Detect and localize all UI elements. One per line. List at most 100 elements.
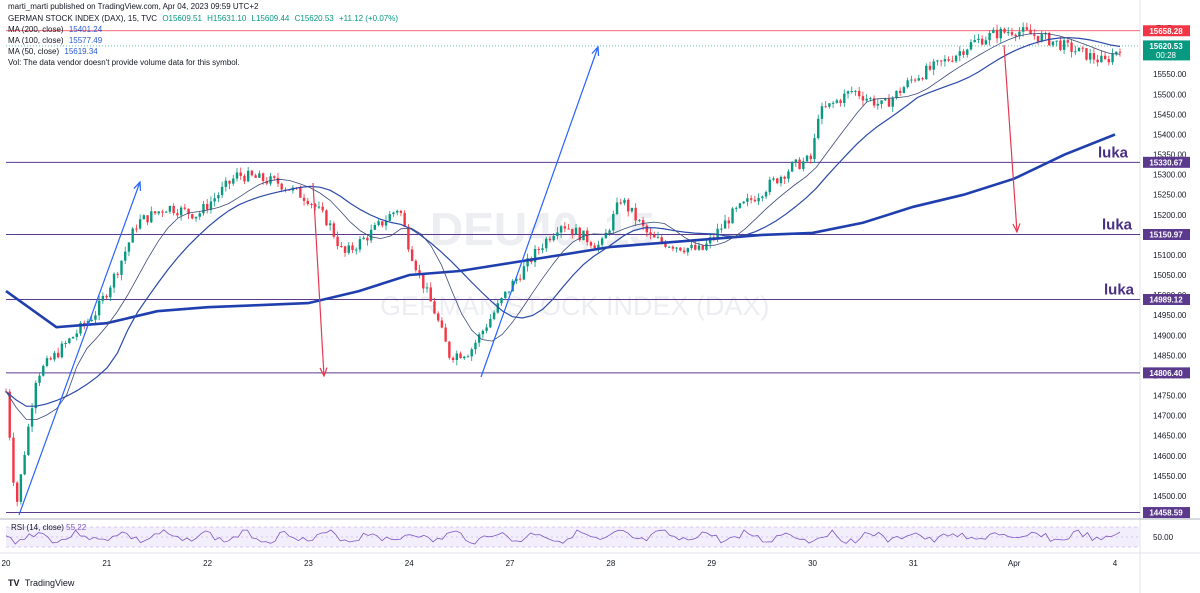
candle-body: [120, 260, 123, 275]
candle-body: [589, 242, 593, 246]
candle-body: [1021, 27, 1025, 32]
price-badge[interactable]: [1143, 25, 1190, 37]
candle-body: [235, 172, 239, 179]
candle-body: [522, 266, 526, 280]
candle-body: [1055, 40, 1058, 42]
rsi-legend[interactable]: RSI (14, close) 55.22: [11, 523, 86, 532]
rsi-label: RSI (14, close): [11, 523, 64, 532]
ma100-legend[interactable]: MA (100, close) 15577.49: [8, 36, 105, 46]
published-text: marti_marti published on TradingView.com…: [8, 2, 259, 11]
candle-body: [656, 237, 660, 239]
price-badge[interactable]: [1143, 367, 1190, 379]
ma200-legend[interactable]: MA (200, close) 15401.24: [8, 25, 105, 35]
rsi-line[interactable]: [5, 529, 1121, 545]
candle-body: [664, 242, 667, 247]
candle-body: [1059, 40, 1062, 50]
candle-body: [667, 246, 671, 248]
ma100-value: 15577.49: [68, 36, 103, 45]
candle-body: [198, 213, 201, 217]
y-tick-label: 15400.00: [1153, 130, 1187, 139]
candle-body: [373, 224, 377, 230]
candle-body: [53, 352, 56, 360]
x-tick-label: 22: [203, 559, 212, 568]
trend-arrow-down[interactable]: [312, 182, 325, 377]
candle-body: [265, 180, 269, 184]
candle-body: [1077, 47, 1081, 52]
ma50-legend[interactable]: MA (50, close) 15619.34: [8, 47, 101, 57]
candle-body: [396, 210, 399, 213]
candle-body: [217, 195, 220, 199]
candle-body: [306, 200, 309, 205]
candle-body: [947, 59, 950, 61]
candle-body: [623, 199, 626, 204]
rsi-axis-label: 50.00: [1153, 533, 1174, 542]
ma100-label: MA (100, close): [8, 36, 64, 45]
candle-body: [176, 213, 179, 216]
footer-brand[interactable]: TV TradingView: [8, 578, 74, 588]
y-tick-label: 14750.00: [1153, 392, 1187, 401]
price-badge[interactable]: [1143, 293, 1190, 305]
candle-body: [720, 228, 723, 230]
candle-body: [749, 198, 753, 200]
candle-body: [302, 197, 306, 201]
candle-body: [485, 327, 488, 331]
candle-body: [772, 178, 775, 180]
candle-body: [857, 90, 861, 97]
candle-body: [921, 78, 924, 80]
trend-arrow-down[interactable]: [1003, 44, 1018, 233]
candle-body: [1007, 32, 1010, 34]
candle-body: [649, 232, 652, 236]
symbol-text[interactable]: GERMAN STOCK INDEX (DAX), 15, TVC: [8, 14, 158, 23]
candle-body: [898, 90, 902, 94]
ohlc-low: L15609.44: [251, 14, 290, 23]
candle-body: [831, 102, 835, 104]
price-badge[interactable]: [1143, 40, 1190, 61]
candle-body: [764, 192, 768, 197]
rsi-value: 55.22: [66, 523, 87, 532]
price-badge-countdown: 00:28: [1156, 51, 1177, 60]
ma100-line[interactable]: [5, 37, 1121, 407]
candle-body: [895, 90, 898, 98]
candle-body: [105, 295, 108, 298]
price-badge[interactable]: [1143, 156, 1190, 168]
candle-body: [958, 51, 961, 56]
y-tick-label: 14500.00: [1153, 492, 1187, 501]
candle-body: [250, 170, 254, 176]
candle-body: [299, 187, 302, 198]
ohlc-change: +11.12 (+0.07%): [338, 14, 398, 23]
candle-body: [738, 203, 742, 208]
candle-body: [969, 42, 973, 50]
candle-body: [135, 228, 138, 230]
candle-body: [913, 79, 917, 81]
y-tick-label: 14900.00: [1153, 331, 1187, 340]
candle-body: [951, 60, 954, 62]
candle-body: [191, 214, 194, 219]
candle-body: [355, 249, 358, 251]
candle-body: [381, 221, 384, 226]
candle-body: [1033, 34, 1036, 36]
candle-body: [425, 287, 429, 289]
candle-body: [27, 426, 30, 455]
candle-body: [474, 342, 477, 350]
candle-body: [507, 291, 511, 293]
candle-body: [213, 198, 216, 202]
candle-body: [526, 258, 529, 267]
price-badge[interactable]: [1143, 507, 1190, 519]
candle-body: [1014, 34, 1017, 37]
candle-body: [615, 202, 619, 214]
price-badge-label: 15150.97: [1149, 230, 1183, 239]
candle-body: [779, 176, 783, 184]
price-badge[interactable]: [1143, 228, 1190, 240]
volume-legend[interactable]: Vol: The data vendor doesn't provide vol…: [8, 58, 243, 68]
candle-body: [1115, 51, 1118, 54]
candle-body: [887, 98, 891, 107]
candle-body: [1051, 41, 1055, 46]
candle-body: [422, 273, 425, 289]
trend-arrow-up[interactable]: [18, 181, 141, 516]
ma200-label: MA (200, close): [8, 25, 64, 34]
ma50-line[interactable]: [5, 32, 1121, 421]
candle-body: [209, 201, 213, 210]
trend-arrow-up[interactable]: [480, 46, 599, 378]
candle-body: [757, 197, 760, 202]
